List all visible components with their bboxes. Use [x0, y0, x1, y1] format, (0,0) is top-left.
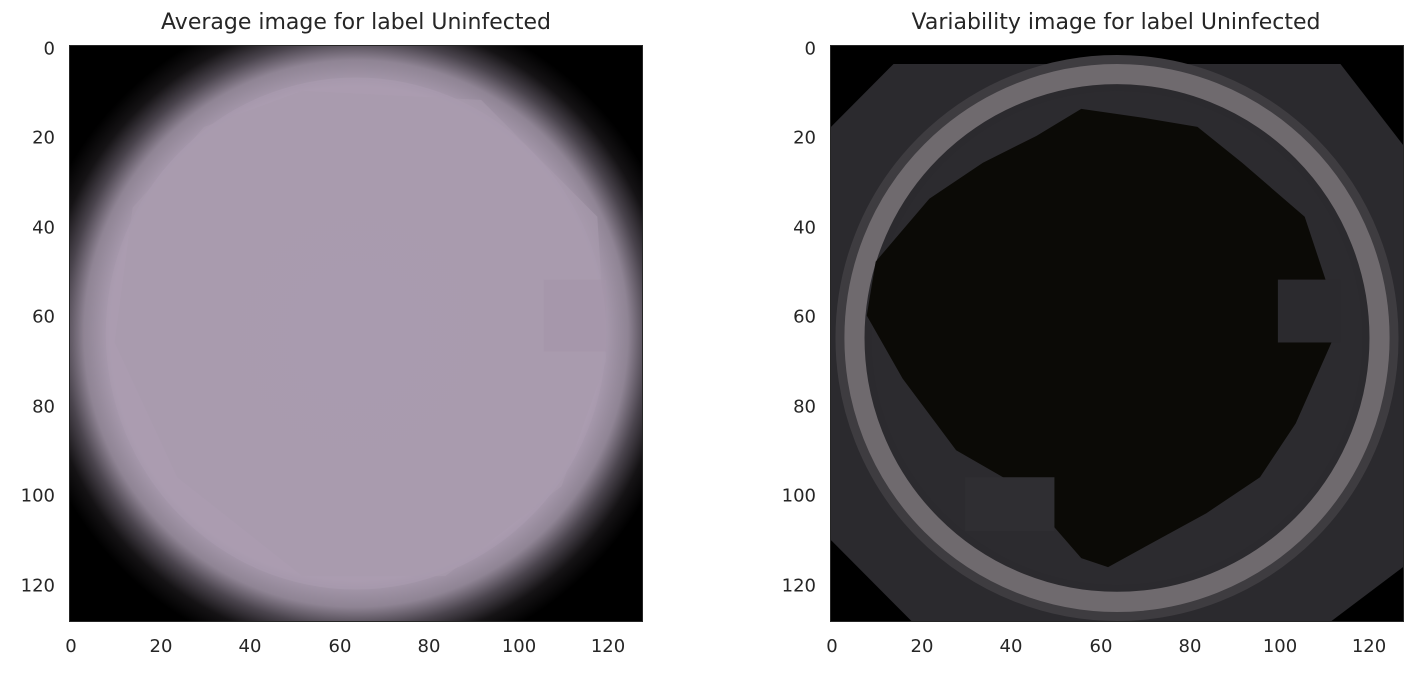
- variability-image: [831, 46, 1403, 621]
- y-tick: 40: [32, 217, 55, 239]
- y-tick: 20: [793, 127, 816, 149]
- average-image-plot: [69, 45, 643, 622]
- average-image: [70, 46, 642, 621]
- y-tick: 60: [793, 306, 816, 328]
- y-tick: 120: [20, 575, 55, 597]
- x-tick: 20: [149, 636, 173, 657]
- average-image-panel: Average image for label Uninfected 0 20 …: [20, 10, 643, 657]
- y-tick: 40: [793, 217, 816, 239]
- y-tick: 100: [20, 485, 55, 507]
- variability-image-panel: Variability image for label Uninfected 0…: [709, 0, 1418, 673]
- x-tick: 80: [1178, 636, 1202, 657]
- x-tick: 40: [238, 636, 262, 657]
- y-tick: 100: [781, 485, 816, 507]
- x-tick: 0: [65, 636, 77, 657]
- y-tick: 60: [32, 306, 55, 328]
- y-tick: 80: [793, 396, 816, 418]
- y-tick: 0: [804, 38, 816, 60]
- y-tick: 120: [781, 575, 816, 597]
- variability-image-title: Variability image for label Uninfected: [911, 10, 1321, 35]
- x-tick: 60: [1089, 636, 1113, 657]
- y-tick: 20: [32, 127, 55, 149]
- x-tick: 100: [501, 636, 537, 657]
- x-tick: 0: [826, 636, 838, 657]
- x-tick: 80: [417, 636, 441, 657]
- y-tick: 80: [32, 396, 55, 418]
- x-tick: 120: [1351, 636, 1387, 657]
- variability-image-plot: [830, 45, 1404, 622]
- x-tick: 20: [910, 636, 934, 657]
- x-tick: 100: [1262, 636, 1298, 657]
- average-image-title: Average image for label Uninfected: [161, 10, 551, 35]
- y-tick: 0: [43, 38, 55, 60]
- x-tick: 60: [328, 636, 352, 657]
- x-tick: 120: [590, 636, 626, 657]
- x-tick: 40: [999, 636, 1023, 657]
